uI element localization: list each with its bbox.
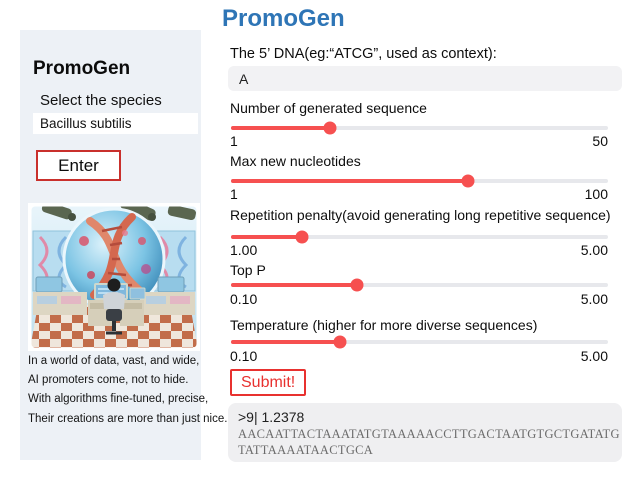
slider-fill [231,235,302,239]
slider-scale: 1.00 5.00 [230,243,608,257]
species-label: Select the species [40,92,162,109]
context-dna-input[interactable] [228,66,622,91]
slider-max: 50 [592,133,608,149]
slider-min: 0.10 [230,348,258,364]
slider-handle[interactable] [461,174,475,188]
slider-min: 1 [230,133,238,149]
slider-fill [231,283,357,287]
output-sequence-line: AACAATTACTAAATATGTAAAAACCTTGACTAATGTGCTG… [238,427,620,441]
sidebar: PromoGen Select the species Enter [20,30,228,460]
context-dna-label: The 5’ DNA(eg:“ATCG”, used as context): [230,46,497,62]
poem-line: AI promoters come, not to hide. [28,374,189,387]
slider-track[interactable] [231,174,608,188]
slider-fill [231,126,331,130]
slider-label: Temperature (higher for more diverse seq… [230,317,538,333]
slider-handle[interactable] [350,278,364,292]
slider-num-sequences: Number of generated sequence 1 50 [230,100,608,150]
slider-scale: 1 100 [230,187,608,201]
slider-scale: 0.10 5.00 [230,349,608,363]
lab-benches [33,276,195,315]
slider-fill [231,340,340,344]
slider-fill [231,179,469,183]
slider-handle[interactable] [323,121,337,135]
slider-min: 1.00 [230,242,258,258]
poem-line: Their creations are more than just nice. [28,412,228,425]
sidebar-title: PromoGen [33,58,131,79]
slider-track[interactable] [231,335,608,349]
slider-label: Max new nucleotides [230,153,361,169]
slider-scale: 0.10 5.00 [230,292,608,306]
poem: In a world of data, vast, and wide, AI p… [28,352,228,429]
slider-track[interactable] [231,230,608,244]
poem-line: With algorithms fine-tuned, precise, [28,393,209,406]
species-input[interactable] [33,113,198,134]
slider-label: Top P [230,262,266,278]
slider-handle[interactable] [333,335,347,349]
slider-handle[interactable] [295,230,309,244]
slider-label: Repetition penalty(avoid generating long… [230,207,611,223]
poem-line: In a world of data, vast, and wide, [28,355,200,367]
slider-top-p: Top P 0.10 5.00 [230,262,608,312]
slider-min: 0.10 [230,291,258,307]
enter-button[interactable]: Enter [36,150,121,181]
slider-max: 5.00 [580,242,608,258]
page-title: PromoGen [222,5,345,32]
slider-max: 5.00 [580,291,608,307]
slider-track[interactable] [231,278,608,292]
slider-repetition-penalty: Repetition penalty(avoid generating long… [230,207,611,257]
slider-track[interactable] [231,121,608,135]
output-sequence-header: >9| 1.2378 [238,409,305,425]
dna-lab-artwork [26,197,202,353]
submit-button[interactable]: Submit! [230,369,307,396]
scientist-at-desk [88,278,146,335]
slider-temperature: Temperature (higher for more diverse seq… [230,317,608,367]
slider-max: 5.00 [580,348,608,364]
slider-scale: 1 50 [230,134,608,148]
output-box: >9| 1.2378 AACAATTACTAAATATGTAAAAACCTTGA… [228,403,622,462]
slider-min: 1 [230,186,238,202]
slider-max-nucleotides: Max new nucleotides 1 100 [230,153,608,203]
output-sequence-line: TATTAAAATAACTGCA [238,443,374,457]
slider-label: Number of generated sequence [230,100,427,116]
slider-max: 100 [584,186,608,202]
